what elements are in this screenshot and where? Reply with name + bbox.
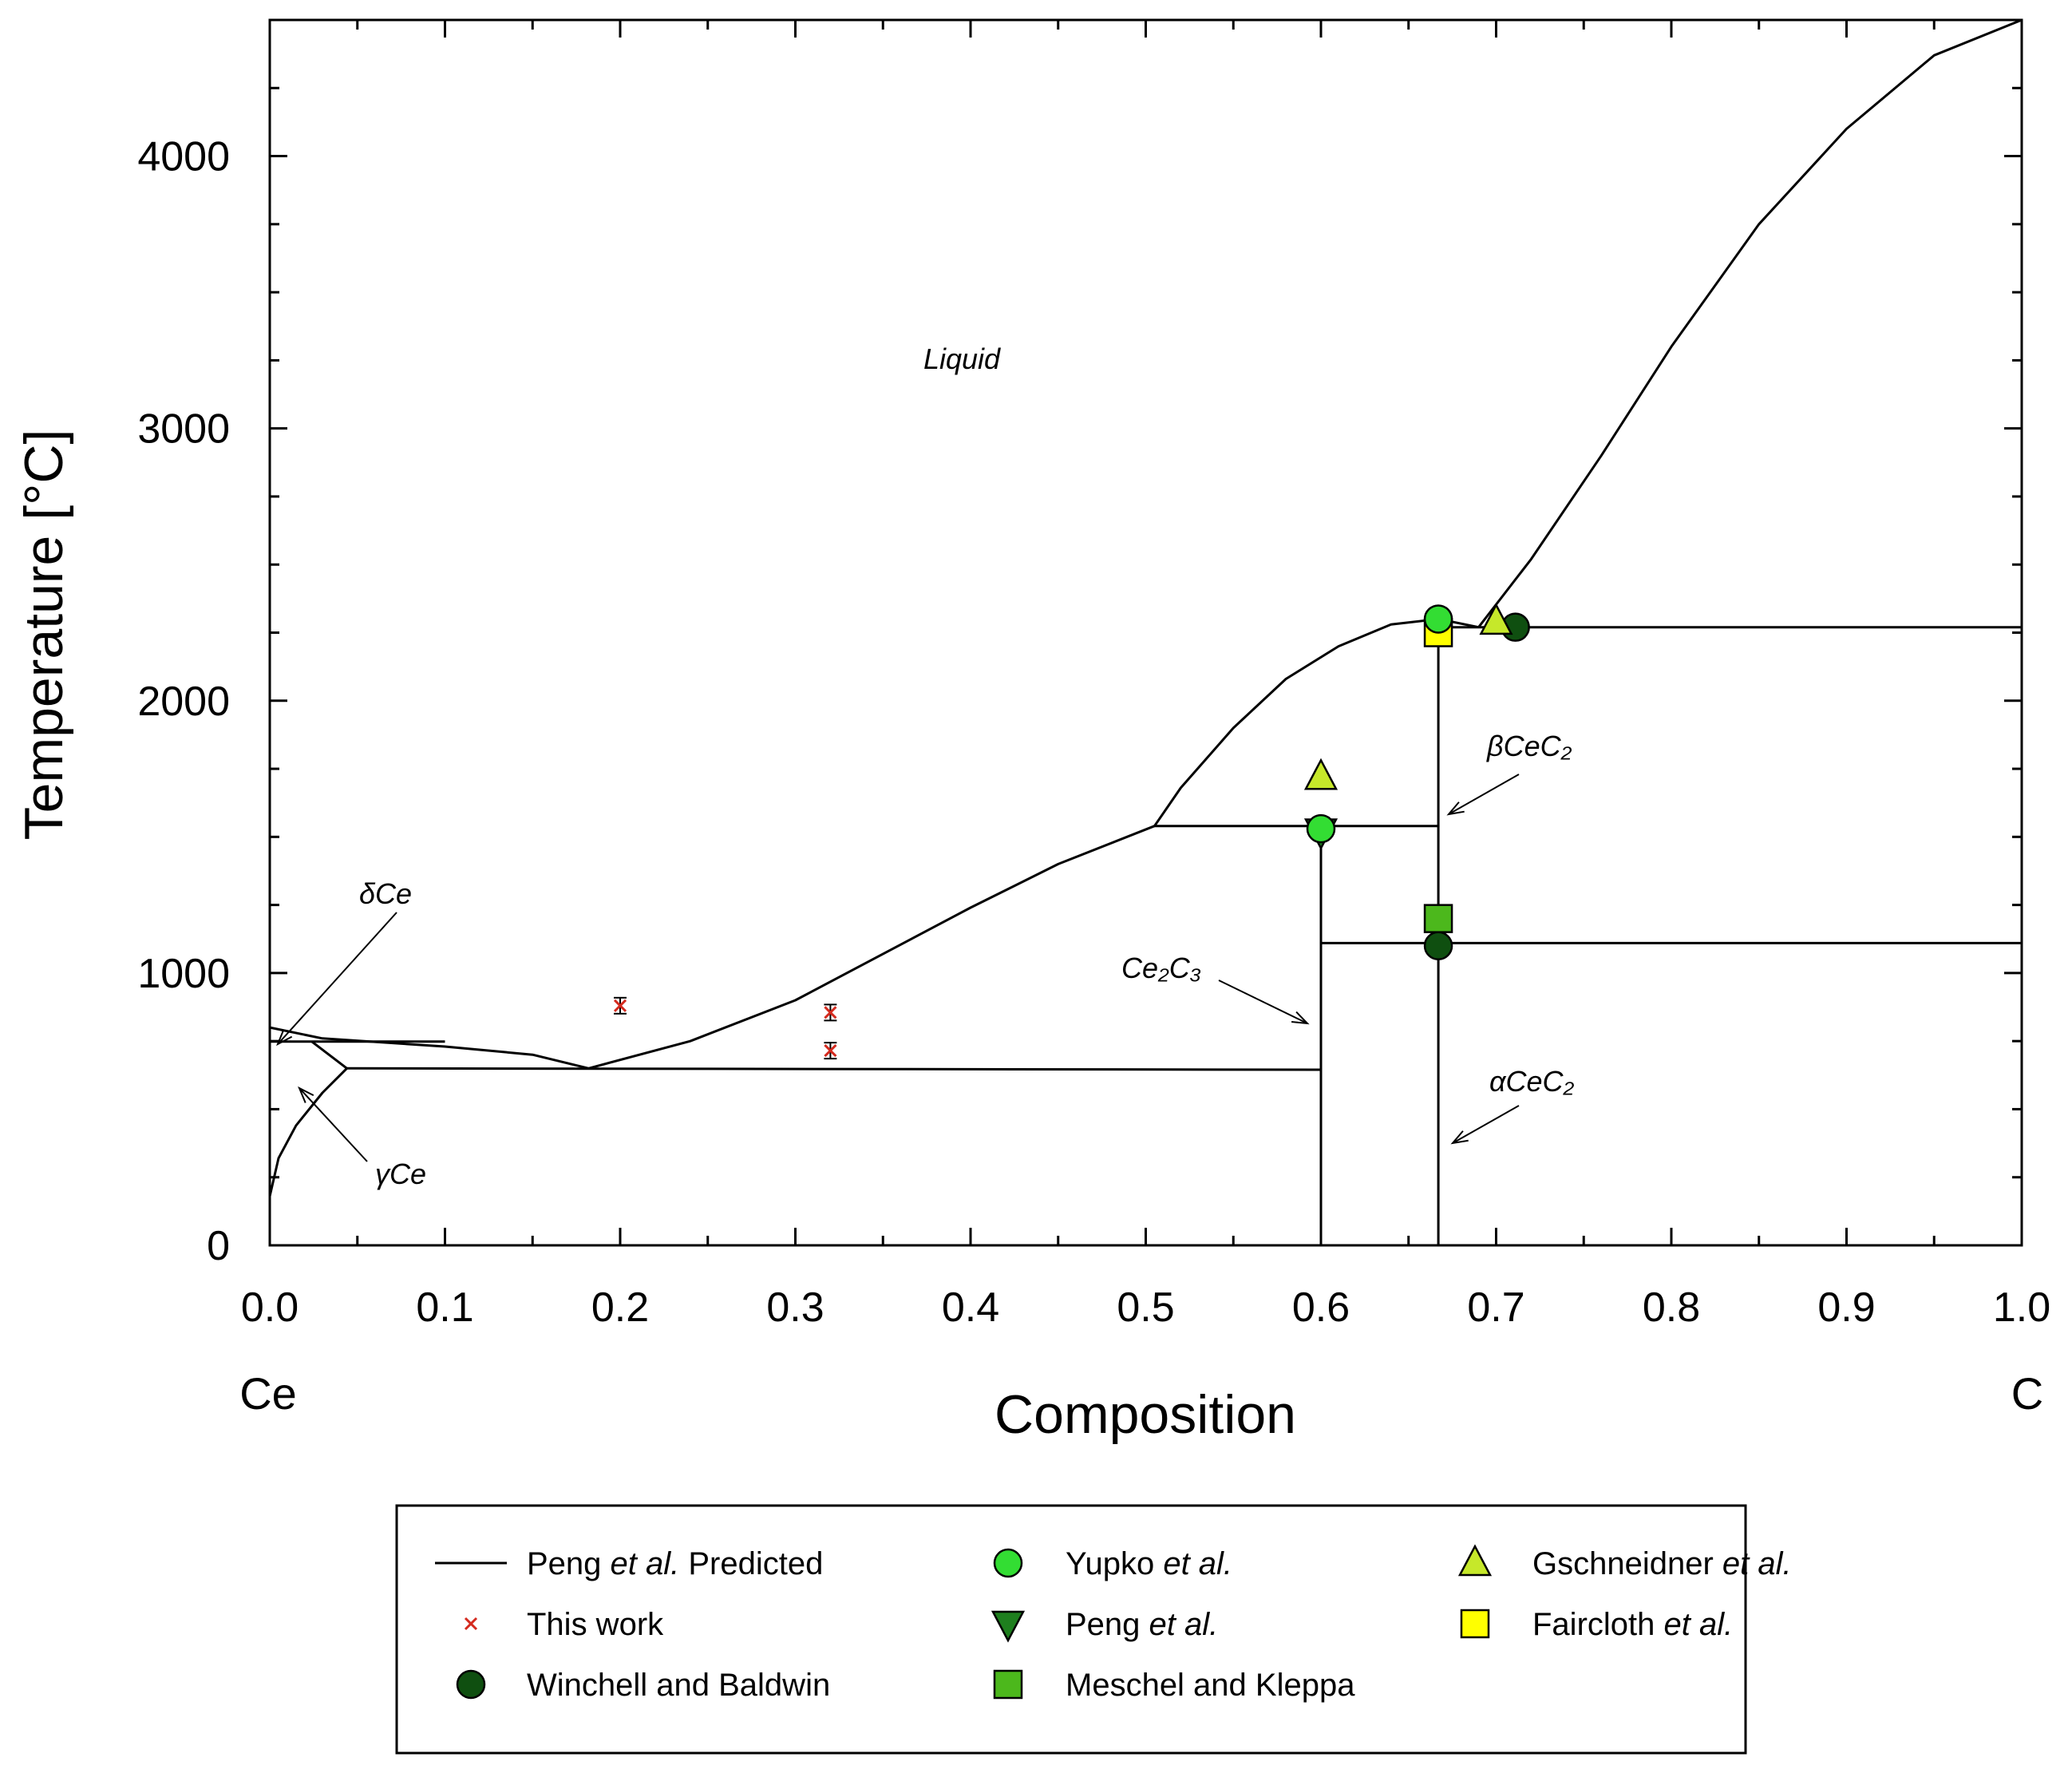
point-yupko [1306, 813, 1336, 844]
arrow-delta-ce [277, 912, 397, 1045]
legend-label-this_work: This work [527, 1607, 664, 1642]
label-delta-ce: δCe [359, 877, 412, 910]
legend-marker-meschel [993, 1669, 1023, 1700]
y-tick-label: 1000 [137, 951, 230, 997]
curve-gamma-ce-boundary [268, 1067, 348, 1197]
phase-boundaries [268, 18, 2023, 1245]
curve-liquidus-right [1477, 18, 2023, 628]
x-tick-label: 0.0 [241, 1284, 299, 1331]
arrow-alpha-cec2-head [1450, 1130, 1469, 1145]
legend-label-meschel: Meschel and Kleppa [1066, 1668, 1355, 1703]
curve-gamma-delta-link [310, 1040, 348, 1070]
curve-liquidus-mid [1153, 617, 1479, 827]
curve-eutectic-iso [346, 1067, 1322, 1071]
arrow-beta-cec2-head [1446, 801, 1465, 816]
label-liquid: Liquid [923, 342, 1001, 375]
curve-delta-ce-solvus [269, 1026, 589, 1070]
legend-box [395, 1504, 1747, 1755]
legend: Peng et al. Predicted This work Winchell a… [395, 1504, 1792, 1755]
x-tick-label: 0.7 [1467, 1284, 1524, 1331]
label-gamma-ce: γCe [375, 1158, 426, 1190]
plot-frame [268, 18, 2023, 1247]
legend-marker-yupko [993, 1548, 1023, 1578]
arrow-alpha-cec2 [1452, 1105, 1520, 1144]
curve-liquidus-left [588, 825, 1156, 1070]
legend-marker-peng [991, 1610, 1026, 1643]
region-annotations: Liquid δCe γCe Ce₂C₃ βCeC₂ αCeC₂ [276, 342, 1575, 1190]
x-tick-label: 0.9 [1817, 1284, 1875, 1331]
data-points [613, 603, 1530, 1060]
y-tick-label: 3000 [137, 406, 230, 453]
legend-label-gschneidner: Gschneidner et al. [1532, 1546, 1792, 1581]
arrow-beta-cec2 [1448, 774, 1520, 815]
arrow-ce2c3-head [1291, 1011, 1310, 1025]
x-axis-title: Composition [994, 1384, 1296, 1445]
x-tick-label: 0.6 [1292, 1284, 1350, 1331]
legend-label-winchell: Winchell and Baldwin [527, 1668, 830, 1703]
y-tick-label: 2000 [137, 679, 230, 725]
point-this_work [824, 1044, 837, 1058]
label-alpha-cec2: αCeC₂ [1489, 1065, 1575, 1098]
label-beta-cec2: βCeC₂ [1486, 730, 1572, 762]
arrow-gamma-ce [299, 1087, 368, 1162]
legend-label-peng: Peng et al. [1066, 1607, 1218, 1642]
y-tick-label: 0 [207, 1223, 230, 1269]
x-tick-label: 1.0 [1993, 1284, 2050, 1331]
point-this_work [613, 999, 627, 1012]
y-axis-title: Temperature [°C] [14, 429, 74, 841]
x-end-label-left: Ce [239, 1368, 297, 1419]
y-tick-label: 4000 [137, 134, 230, 180]
legend-marker-gschneidner [1457, 1544, 1493, 1577]
label-ce2c3: Ce₂C₃ [1121, 952, 1201, 984]
x-tick-label: 0.3 [766, 1284, 824, 1331]
arrow-ce2c3 [1218, 980, 1308, 1024]
arrow-gamma-ce-head [298, 1086, 314, 1103]
point-winchell [1423, 931, 1453, 961]
axis-ticks: 0.0 0.1 0.2 0.3 0.4 0.5 0.6 0.7 0.8 0.9 1.0 0 1000 20… [137, 18, 2050, 1331]
legend-label-predicted: Peng et al. Predicted [527, 1546, 823, 1581]
legend-marker-faircloth [1460, 1609, 1490, 1639]
x-tick-label: 0.2 [591, 1284, 649, 1331]
point-gschneidner [1303, 758, 1338, 790]
legend-label-yupko: Yupko et al. [1066, 1546, 1232, 1581]
legend-label-faircloth: Faircloth et al. [1532, 1607, 1733, 1642]
x-end-label-right: C [2011, 1368, 2043, 1419]
point-gschneidner [1479, 603, 1513, 635]
point-meschel [1423, 904, 1453, 933]
x-tick-label: 0.4 [942, 1284, 999, 1331]
arrow-delta-ce-head [276, 1029, 293, 1047]
legend-marker-this_work [464, 1617, 478, 1631]
point-this_work [824, 1006, 837, 1019]
x-tick-label: 0.5 [1117, 1284, 1174, 1331]
x-tick-label: 0.1 [416, 1284, 473, 1331]
x-tick-label: 0.8 [1643, 1284, 1700, 1331]
legend-marker-winchell [456, 1669, 486, 1700]
point-yupko [1423, 604, 1453, 634]
